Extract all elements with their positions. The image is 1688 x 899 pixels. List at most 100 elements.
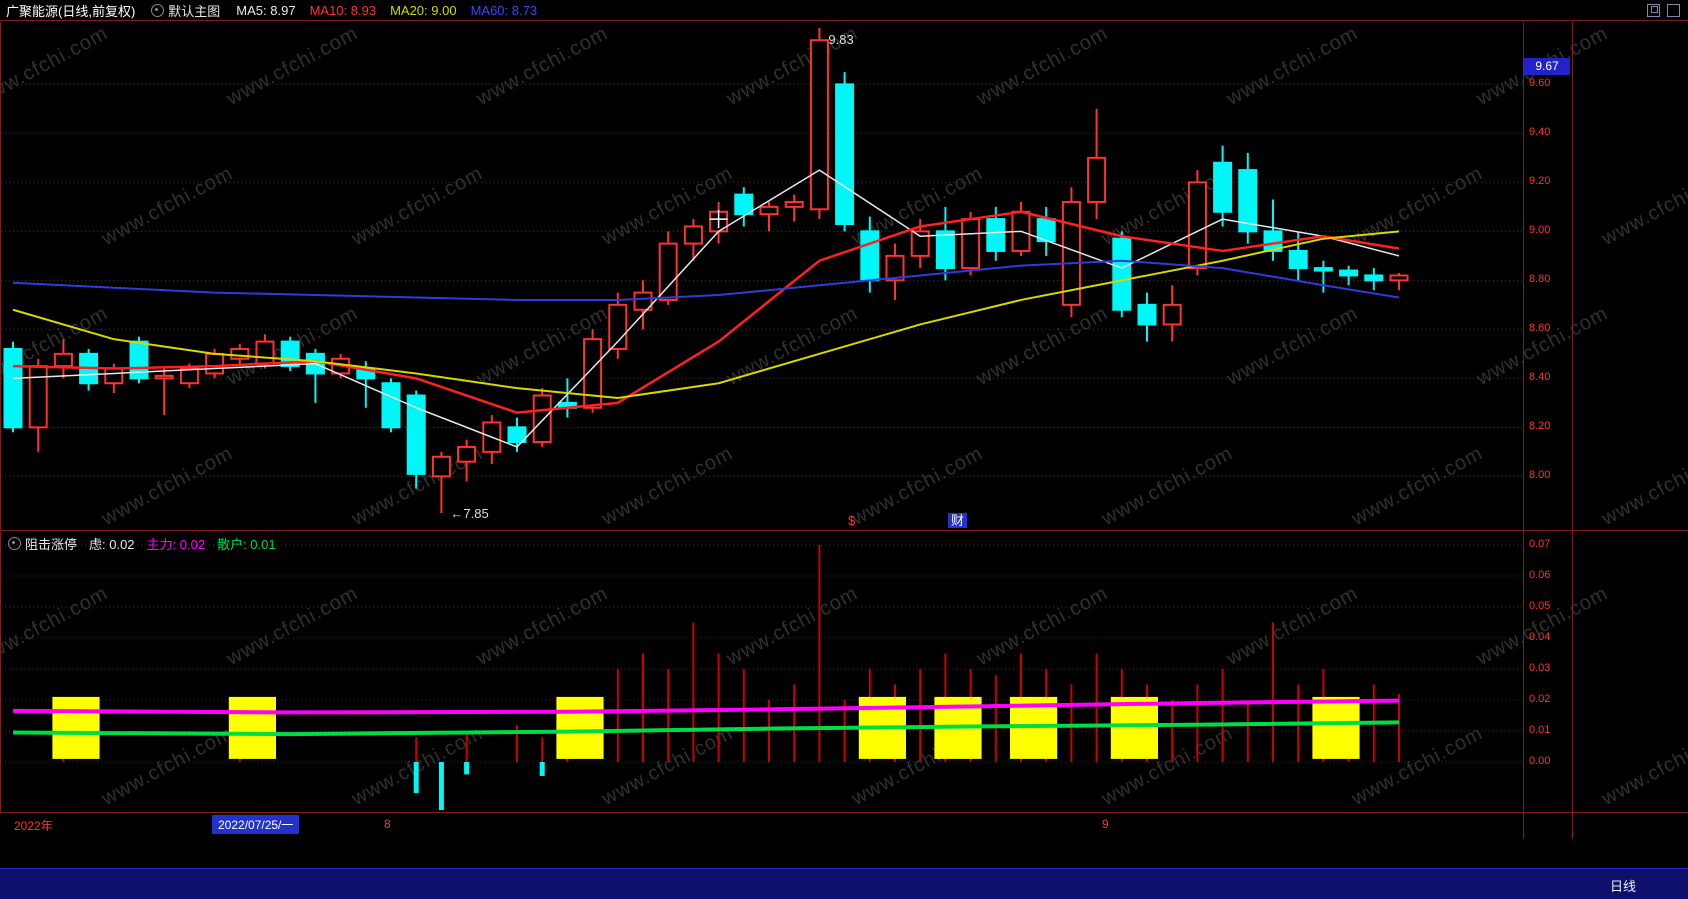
candle-up — [457, 445, 477, 463]
candlestick-chart[interactable]: 9.83 ←7.85 — [1, 22, 1524, 530]
date-axis-label: 8 — [384, 817, 391, 831]
indicator-axis-label: 0.07 — [1529, 538, 1551, 550]
candle-down — [1112, 237, 1132, 311]
stock-title: 广聚能源(日线,前复权) — [6, 3, 136, 19]
ma-line-ma20 — [12, 230, 1400, 399]
candle-up — [1187, 181, 1207, 270]
candle-down — [406, 394, 426, 475]
main-chart-panel[interactable]: 9.83 ←7.85 — [0, 22, 1524, 530]
candle-up — [910, 230, 930, 257]
price-axis-label: 8.20 — [1529, 420, 1551, 433]
date-axis-label: 9 — [1102, 817, 1109, 831]
candle-up — [1087, 156, 1107, 203]
indicator-axis-label: 0.02 — [1529, 693, 1551, 705]
candle-up — [658, 242, 678, 301]
indicator-chart[interactable] — [1, 532, 1524, 812]
signal-block — [556, 696, 604, 759]
indicator-selector[interactable]: 阻击涨停 — [8, 534, 77, 553]
candle-down — [835, 83, 855, 225]
candle-up — [1162, 303, 1182, 326]
indicator-legend: 阻击涨停 虑: 0.02 主力: 0.02 散户: 0.01 — [8, 534, 276, 553]
indicator-name: 阻击涨停 — [25, 537, 78, 552]
topbar: 广聚能源(日线,前复权) 默认主图 MA5: 8.97 MA10: 8.93 MA2… — [0, 0, 1688, 21]
last-price-badge: 9.67 — [1524, 58, 1570, 76]
candle-up — [633, 291, 653, 311]
price-axis-label: 8.40 — [1529, 371, 1551, 384]
date-axis-label: 2022/07/25/一 — [212, 815, 300, 834]
indicator-negative-bar — [539, 762, 545, 776]
main-view-selector[interactable]: 默认主图 — [151, 1, 220, 20]
ma-legend: MA5: 8.97 MA10: 8.93 MA20: 9.00 MA60: 8.73 — [236, 3, 537, 18]
indicator-line — [12, 720, 1400, 737]
date-axis-label: 2022年 — [14, 819, 53, 833]
candle-up — [809, 39, 829, 211]
watermark-text: www.cfchi.com — [1598, 162, 1688, 250]
indicator-value-lv: 虑: 0.02 — [89, 537, 135, 552]
ma-label-ma60: MA60: 8.73 — [470, 2, 538, 18]
indicator-panel[interactable] — [0, 532, 1524, 812]
indicator-line — [12, 698, 1400, 715]
indicator-radio-icon — [151, 3, 165, 17]
candle-down — [1213, 161, 1233, 213]
watermark-text: www.cfchi.com — [1598, 722, 1688, 810]
indicator-axis-label: 0.06 — [1529, 569, 1551, 581]
candle-up — [885, 254, 905, 282]
price-axis-label: 8.00 — [1529, 469, 1551, 482]
ma-label-ma10: MA10: 8.93 — [309, 2, 377, 18]
candle-down — [860, 230, 880, 282]
ma-line-ma10 — [12, 210, 1400, 414]
high-price-annotation: 9.83 — [828, 32, 853, 47]
candle-down — [1288, 249, 1308, 270]
candle-up — [1389, 274, 1409, 282]
ma-label-ma20: MA20: 9.00 — [390, 2, 457, 18]
candle-down — [734, 193, 754, 216]
signal-block — [228, 696, 276, 759]
candle-up — [431, 455, 451, 478]
low-price-annotation: ←7.85 — [450, 506, 488, 521]
price-axis-label: 9.00 — [1529, 224, 1551, 237]
price-axis-label: 9.60 — [1529, 77, 1551, 90]
indicator-axis-label: 0.04 — [1529, 631, 1551, 643]
candle-up — [532, 394, 552, 444]
last-price-value: 9.67 — [1535, 59, 1559, 74]
candle-down — [1339, 269, 1359, 277]
main-view-label: 默认主图 — [168, 3, 221, 19]
watermark-text: www.cfchi.com — [1598, 442, 1688, 530]
candle-up — [583, 338, 603, 409]
period-selector[interactable]: 日线 — [1609, 879, 1636, 894]
panel-bottom-border — [0, 812, 1688, 813]
indicator-axis-label: 0.05 — [1529, 600, 1551, 612]
date-axis: 2022年 2022/07/25/一 8 9 — [0, 813, 1523, 839]
layout-icon[interactable] — [1647, 4, 1660, 17]
signal-block — [52, 696, 100, 759]
indicator-negative-bar — [438, 762, 444, 811]
candle-down — [1313, 267, 1333, 272]
candle-up — [154, 374, 174, 380]
candle-down — [935, 230, 955, 270]
signal-block — [1312, 696, 1360, 759]
candle-up — [961, 218, 981, 270]
price-axis — [1523, 22, 1573, 839]
candle-up — [104, 367, 124, 385]
indicator-radio-icon — [8, 537, 21, 550]
candle-up — [255, 340, 275, 365]
window-controls — [1647, 4, 1680, 17]
divider-mark: $ — [848, 513, 856, 528]
maximize-icon[interactable] — [1667, 4, 1680, 17]
ma-line-ma60 — [12, 259, 1400, 301]
ma-line-ma5 — [12, 169, 1400, 448]
candle-down — [1364, 274, 1384, 282]
candle-up — [784, 200, 804, 208]
indicator-negative-bar — [464, 762, 470, 775]
price-axis-label: 8.80 — [1529, 273, 1551, 286]
candle-down — [3, 347, 23, 429]
indicator-axis-label: 0.03 — [1529, 662, 1551, 674]
candle-up — [759, 205, 779, 216]
candle-down — [1238, 169, 1258, 233]
candle-down — [381, 382, 401, 429]
candle-up — [683, 225, 703, 245]
indicator-axis-label: 0.00 — [1529, 755, 1551, 767]
candle-up — [230, 347, 250, 360]
candle-up — [53, 352, 73, 368]
